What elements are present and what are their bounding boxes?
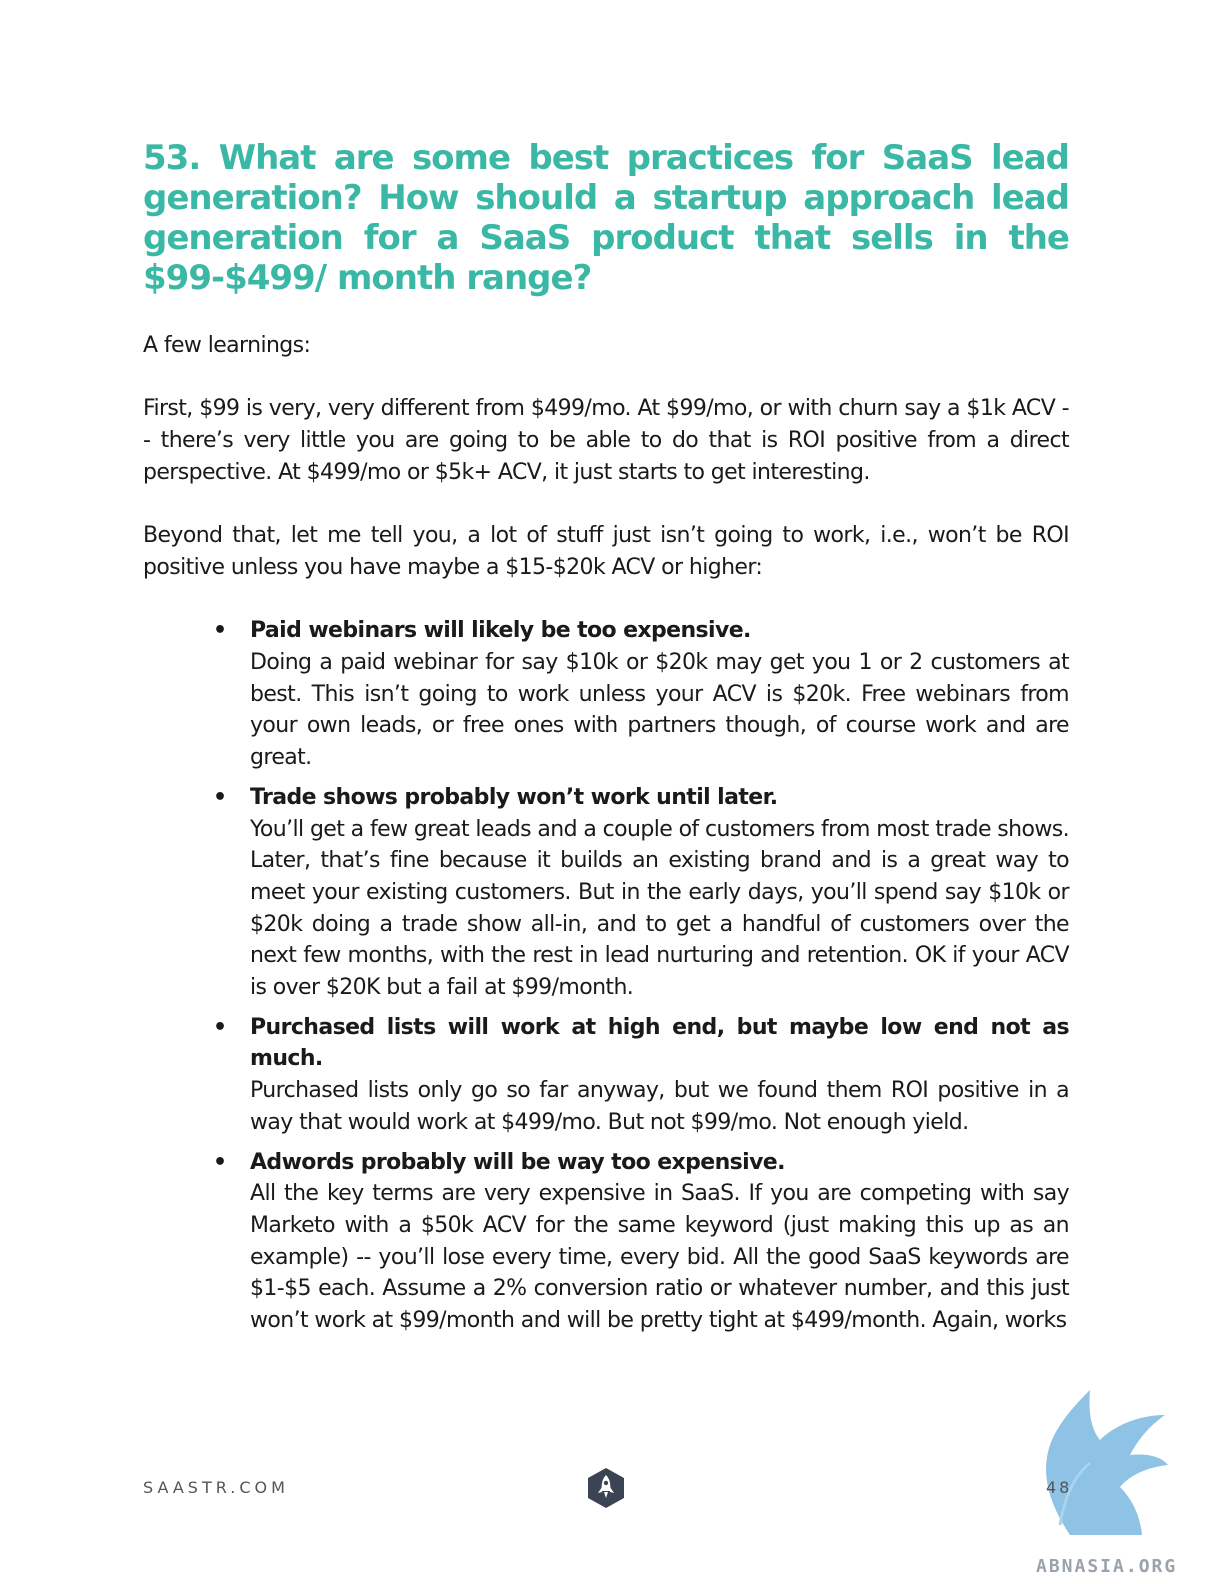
bullet-icon: • bbox=[213, 618, 227, 644]
footer-site-link[interactable]: SAASTR.COM bbox=[143, 1478, 289, 1497]
list-item: • Adwords probably will be way too expen… bbox=[213, 1147, 1070, 1337]
saastr-rocket-hexagon-icon bbox=[588, 1468, 624, 1508]
list-item: • Purchased lists will work at high end,… bbox=[213, 1012, 1070, 1139]
bullet-icon: • bbox=[213, 784, 227, 810]
bullet-icon: • bbox=[213, 1149, 227, 1175]
bullet-icon: • bbox=[213, 1014, 227, 1040]
page-number: 48 bbox=[1046, 1478, 1073, 1497]
watermark-text: ABNASIA.ORG bbox=[1036, 1556, 1178, 1577]
list-item-title: Adwords probably will be way too expensi… bbox=[250, 1149, 785, 1175]
list-item-title: Paid webinars will likely be too expensi… bbox=[250, 618, 751, 644]
list-item-text: All the key terms are very expensive in … bbox=[250, 1181, 1070, 1334]
list-item-title: Trade shows probably won’t work until la… bbox=[250, 784, 778, 810]
list-item-text: You’ll get a few great leads and a coupl… bbox=[250, 816, 1070, 1001]
question-heading: 53. What are some best practices for Saa… bbox=[143, 138, 1070, 298]
griffin-icon bbox=[1046, 1390, 1168, 1535]
intro-paragraph: A few learnings: bbox=[143, 333, 311, 358]
body-text: A few learnings: First, $99 is very, ver… bbox=[143, 330, 1070, 1345]
list-item: • Paid webinars will likely be too expen… bbox=[213, 615, 1070, 774]
learnings-list: • Paid webinars will likely be too expen… bbox=[213, 615, 1070, 1337]
pricing-paragraph: First, $99 is very, very different from … bbox=[143, 396, 1070, 485]
list-item-text: Doing a paid webinar for say $10k or $20… bbox=[250, 649, 1070, 771]
roi-paragraph: Beyond that, let me tell you, a lot of s… bbox=[143, 523, 1070, 580]
list-item-title: Purchased lists will work at high end, b… bbox=[250, 1014, 1070, 1072]
list-item: • Trade shows probably won’t work until … bbox=[213, 782, 1070, 1004]
list-item-text: Purchased lists only go so far anyway, b… bbox=[250, 1078, 1070, 1135]
